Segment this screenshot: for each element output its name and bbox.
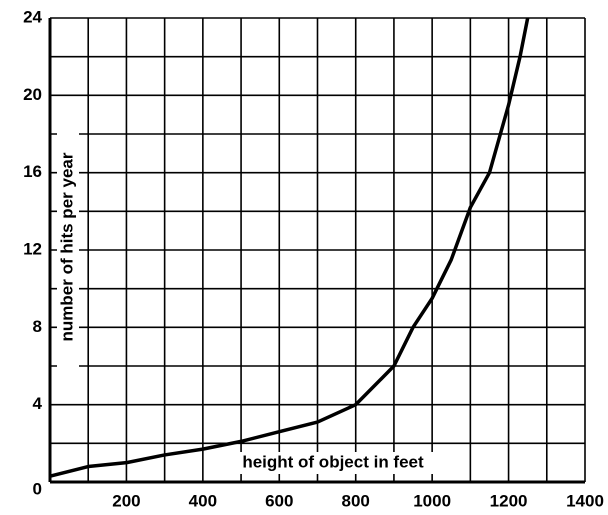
y-tick-label: 20 — [23, 85, 42, 104]
x-axis-label: height of object in feet — [242, 452, 424, 471]
y-tick-label: 4 — [33, 394, 43, 413]
x-tick-label: 200 — [112, 491, 140, 510]
y-tick-label: 0 — [33, 479, 42, 498]
y-tick-label: 16 — [23, 162, 42, 181]
y-tick-label: 8 — [33, 317, 42, 336]
x-tick-label: 1000 — [413, 491, 451, 510]
y-tick-label: 24 — [23, 7, 42, 26]
x-tick-label: 1200 — [490, 491, 528, 510]
y-tick-label: 12 — [23, 239, 42, 258]
x-tick-label: 1400 — [566, 491, 604, 510]
x-tick-label: 400 — [189, 491, 217, 510]
x-tick-label: 800 — [342, 491, 370, 510]
data-line — [49, 17, 530, 478]
y-label-bg — [57, 115, 79, 380]
x-tick-label: 600 — [265, 491, 293, 510]
y-axis-label: number of hits per year — [57, 152, 76, 341]
x-label-bg — [205, 452, 460, 474]
